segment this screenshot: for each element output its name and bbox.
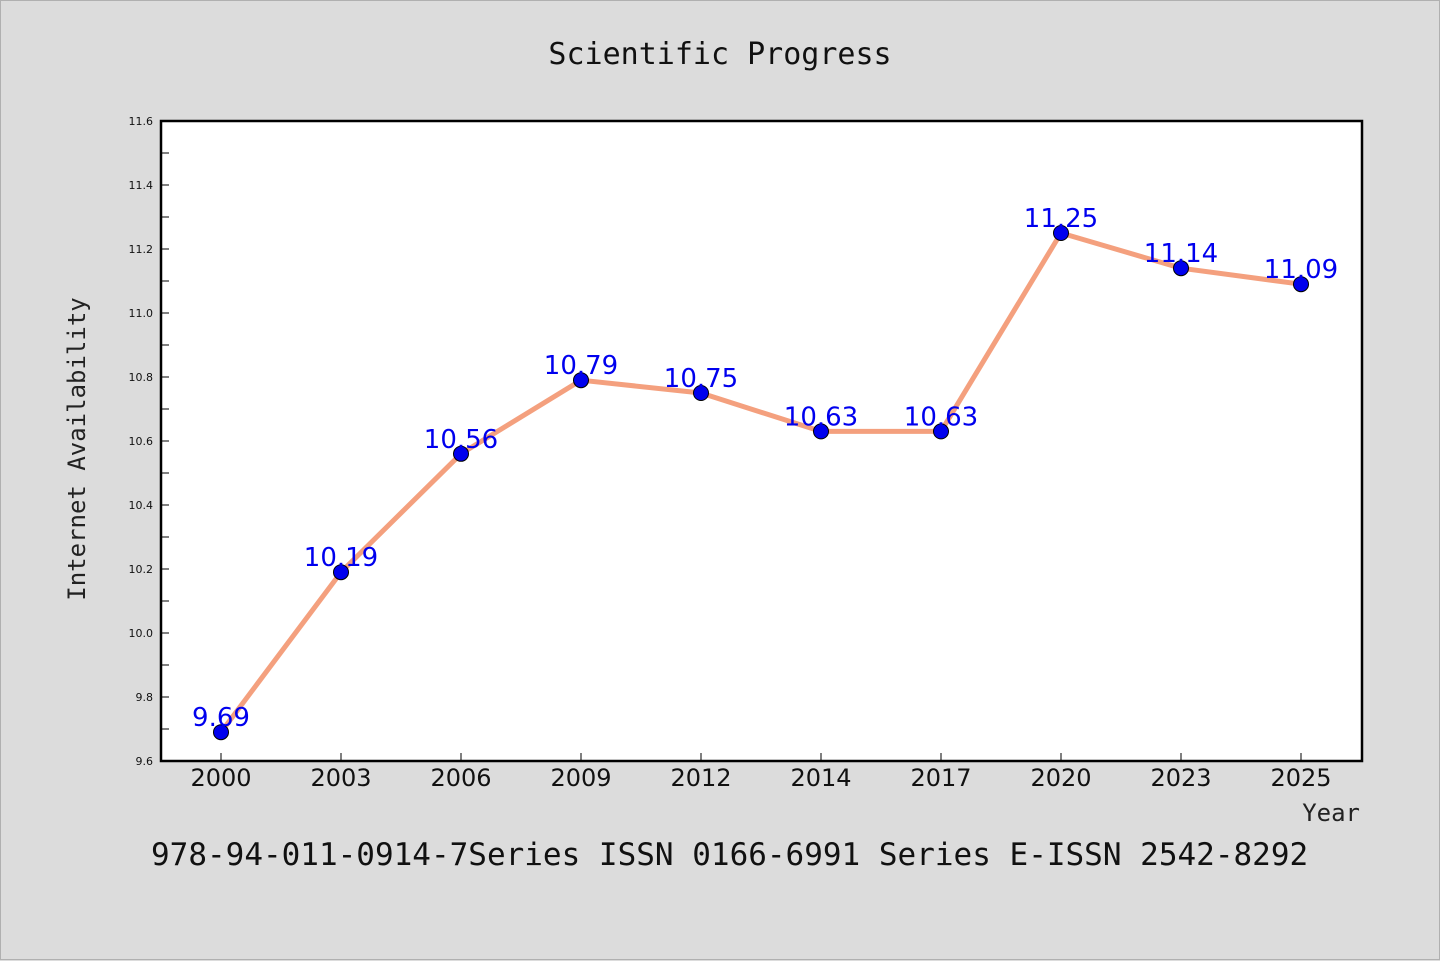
data-label: 9.69 bbox=[192, 703, 250, 733]
x-tick-label: 2017 bbox=[910, 764, 971, 792]
y-tick-label: 10.4 bbox=[129, 499, 154, 512]
x-tick-label: 2014 bbox=[790, 764, 851, 792]
footnote-isbn-issn: 978-94-011-0914-7Series ISSN 0166-6991 S… bbox=[151, 837, 1308, 873]
data-label: 11.09 bbox=[1264, 255, 1338, 285]
data-point bbox=[933, 423, 949, 440]
y-tick-label: 11.0 bbox=[129, 307, 154, 320]
y-tick-label: 10.8 bbox=[129, 371, 154, 384]
plot-area bbox=[159, 119, 1364, 763]
x-axis: 2000 2003 2006 2009 2012 2014 2017 2020 2023 2025 bbox=[190, 753, 1332, 792]
data-label: 11.14 bbox=[1144, 239, 1218, 269]
data-label: 10.56 bbox=[424, 425, 498, 455]
data-point bbox=[213, 724, 229, 741]
x-tick-label: 2020 bbox=[1030, 764, 1091, 792]
data-point bbox=[693, 385, 709, 401]
x-axis-label: Year bbox=[1302, 799, 1360, 827]
data-label: 11.25 bbox=[1024, 204, 1098, 234]
data-point bbox=[1053, 225, 1069, 241]
data-label: 10.63 bbox=[904, 402, 978, 432]
y-tick-label: 10.6 bbox=[129, 435, 154, 448]
series-markers bbox=[213, 225, 1309, 741]
data-label: 10.79 bbox=[544, 351, 618, 381]
data-label: 10.19 bbox=[304, 543, 378, 573]
data-point bbox=[573, 372, 589, 389]
y-tick-label: 10.0 bbox=[129, 627, 154, 640]
y-tick-label: 11.6 bbox=[129, 115, 154, 128]
y-axis: 9.6 9.8 10.0 10.2 10.4 10.6 10.8 11.0 11.2 11.4 11… bbox=[129, 115, 169, 768]
x-tick-label: 2025 bbox=[1270, 764, 1331, 792]
x-tick-label: 2000 bbox=[190, 764, 251, 792]
data-labels: 9.69 10.19 10.56 10.79 10.75 10.63 10.63 11.25 1… bbox=[192, 204, 1338, 733]
data-point bbox=[333, 564, 349, 581]
y-tick-label: 9.8 bbox=[136, 691, 154, 704]
data-point bbox=[453, 445, 469, 462]
x-tick-label: 2006 bbox=[430, 764, 491, 792]
data-point bbox=[813, 423, 829, 440]
y-tick-label: 10.2 bbox=[129, 563, 154, 576]
chart-title: Scientific Progress bbox=[548, 37, 891, 72]
data-label: 10.63 bbox=[784, 402, 858, 432]
data-label: 10.75 bbox=[664, 364, 738, 394]
data-point bbox=[1173, 260, 1189, 277]
x-tick-label: 2012 bbox=[670, 764, 731, 792]
series-line bbox=[218, 230, 1304, 735]
x-tick-label: 2003 bbox=[310, 764, 371, 792]
y-tick-label: 9.6 bbox=[136, 755, 154, 768]
y-tick-label: 11.2 bbox=[129, 243, 154, 256]
y-tick-label: 11.4 bbox=[129, 179, 154, 192]
x-tick-label: 2009 bbox=[550, 764, 611, 792]
y-axis-label: Internet Availability bbox=[63, 297, 91, 600]
x-tick-label: 2023 bbox=[1150, 764, 1211, 792]
data-point bbox=[1293, 276, 1309, 293]
